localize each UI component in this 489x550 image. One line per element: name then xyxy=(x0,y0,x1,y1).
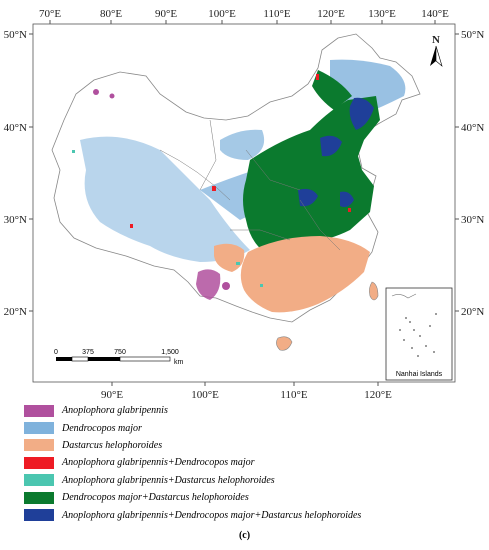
top-axis-label: 130°E xyxy=(368,8,396,20)
legend-item: Dastarcus helophoroides xyxy=(24,437,454,454)
legend-swatch xyxy=(24,474,54,487)
legend-swatch xyxy=(24,456,54,469)
inset-map: Nanhai Islands xyxy=(385,287,453,381)
top-axis-label: 140°E xyxy=(421,8,449,20)
legend-item: Anoplophora glabripennis+Dastarcus helop… xyxy=(24,472,454,489)
north-label: N xyxy=(432,34,440,46)
legend-item: Anoplophora glabripennis+Dendrocopos maj… xyxy=(24,454,454,471)
left-axis: 50°N 40°N 30°N 20°N xyxy=(4,29,33,318)
scale-tick-label: 1,500 xyxy=(161,349,179,356)
figure-caption: (c) xyxy=(238,530,251,541)
legend-item: Dendrocopos major+Dastarcus helophoroide… xyxy=(24,489,454,506)
legend-swatch xyxy=(24,439,54,452)
legend-swatch xyxy=(24,509,54,522)
inset-label: Nanhai Islands xyxy=(396,371,443,378)
top-axis-label: 80°E xyxy=(100,8,122,20)
right-axis-label: 20°N xyxy=(461,306,484,318)
region-anoplophora xyxy=(93,89,230,300)
distribution-map: 70°E 80°E 90°E 100°E 110°E 120°E 130°E 1… xyxy=(4,8,485,400)
top-axis-label: 110°E xyxy=(263,8,290,20)
scale-tick-label: 375 xyxy=(82,349,94,356)
left-axis-label: 30°N xyxy=(4,214,27,226)
legend-item: Anoplophora glabripennis+Dendrocopos maj… xyxy=(24,506,454,523)
right-axis-label: 40°N xyxy=(461,122,484,134)
right-axis-label: 50°N xyxy=(461,29,484,41)
legend: Anoplophora glabripennis Dendrocopos maj… xyxy=(24,402,454,524)
bottom-axis-label: 100°E xyxy=(191,389,219,400)
region-anoplophora-dendrocopos xyxy=(130,74,351,228)
legend-label: Anoplophora glabripennis xyxy=(62,405,168,417)
legend-label: Dendrocopos major xyxy=(62,422,142,434)
top-axis: 70°E 80°E 90°E 100°E 110°E 120°E 130°E 1… xyxy=(39,8,449,24)
legend-swatch xyxy=(24,404,54,417)
left-axis-label: 50°N xyxy=(4,29,27,41)
legend-swatch xyxy=(24,491,54,504)
left-axis-label: 40°N xyxy=(4,122,27,134)
legend-item: Anoplophora glabripennis xyxy=(24,402,454,419)
bottom-axis-label: 120°E xyxy=(364,389,392,400)
right-axis: 50°N 40°N 30°N 20°N xyxy=(455,29,484,318)
region-dendrocopos-dastarcus xyxy=(243,70,380,250)
top-axis-label: 100°E xyxy=(208,8,236,20)
bottom-axis: 90°E 100°E 110°E 120°E xyxy=(101,382,392,400)
legend-label: Dendrocopos major+Dastarcus helophoroide… xyxy=(62,492,249,504)
north-arrow: N xyxy=(430,34,443,67)
legend-label: Anoplophora glabripennis+Dendrocopos maj… xyxy=(62,457,255,469)
top-axis-label: 120°E xyxy=(317,8,345,20)
scale-tick-label: 750 xyxy=(114,349,126,356)
region-all-three xyxy=(298,97,374,208)
scale-unit: km xyxy=(174,359,184,366)
left-axis-label: 20°N xyxy=(4,306,27,318)
top-axis-label: 70°E xyxy=(39,8,61,20)
legend-item: Dendrocopos major xyxy=(24,419,454,436)
hainan-island xyxy=(276,336,293,351)
region-anoplophora-dastarcus xyxy=(72,150,263,287)
legend-label: Dastarcus helophoroides xyxy=(62,439,163,451)
taiwan-island xyxy=(369,281,379,301)
scale-bar: 0 375 750 1,500 km xyxy=(54,349,183,366)
scale-tick-label: 0 xyxy=(54,349,58,356)
bottom-axis-label: 110°E xyxy=(280,389,307,400)
legend-label: Anoplophora glabripennis+Dendrocopos maj… xyxy=(62,509,362,521)
legend-swatch xyxy=(24,422,54,435)
province-boundaries xyxy=(159,119,341,251)
bottom-axis-label: 90°E xyxy=(101,389,123,400)
top-axis-label: 90°E xyxy=(155,8,177,20)
legend-label: Anoplophora glabripennis+Dastarcus helop… xyxy=(62,474,275,486)
right-axis-label: 30°N xyxy=(461,214,484,226)
